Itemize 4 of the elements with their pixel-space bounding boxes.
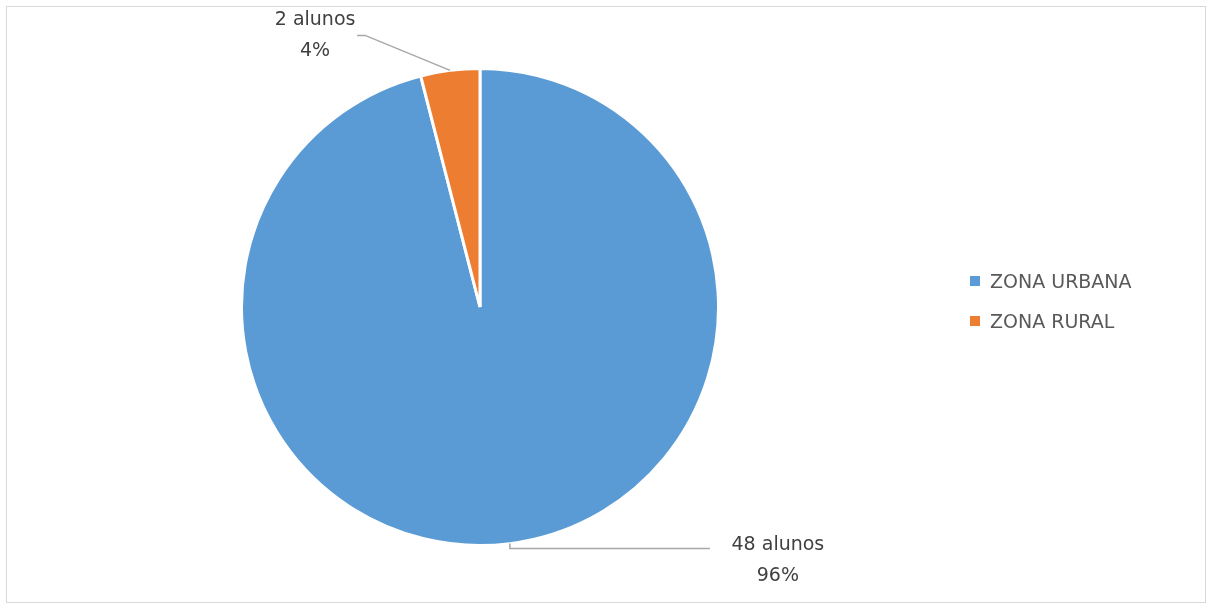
data-label: 2 alunos 4% [274, 7, 356, 61]
data-label: 48 alunos 96% [731, 531, 825, 585]
legend-label: ZONA URBANA [990, 270, 1132, 292]
legend-label: ZONA RURAL [990, 310, 1115, 332]
